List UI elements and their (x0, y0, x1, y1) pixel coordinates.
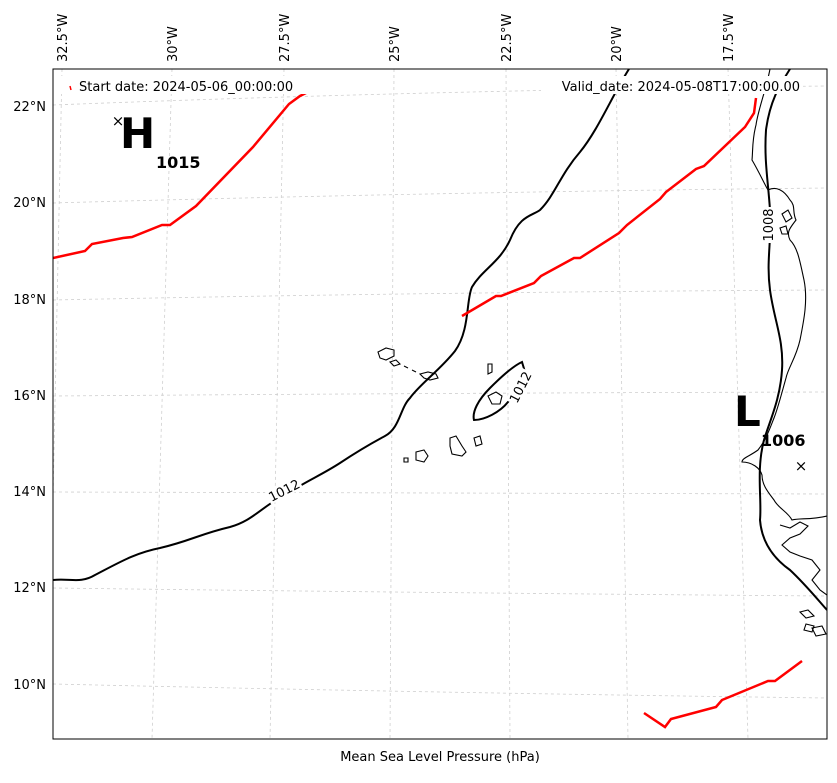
low-value: 1006 (761, 431, 806, 450)
lon-tick-label: 22.5°W (500, 14, 515, 62)
low-marker-icon: × (795, 457, 808, 475)
low-pressure-center: L 1006 × (734, 387, 807, 475)
isobar-1012-closed (472, 360, 527, 422)
red-isobar-south (643, 659, 803, 729)
island-santiago (449, 435, 467, 457)
banc-arguin-islets (779, 209, 793, 235)
lon-tick-label: 25°W (388, 26, 403, 62)
west-africa-coast (741, 69, 827, 521)
bissau-islands (798, 609, 827, 637)
lon-tick-label: 32.5°W (56, 14, 71, 62)
lon-tick-label: 20°W (610, 26, 625, 62)
contour-label: 1012 (267, 477, 303, 505)
red-isobars (53, 90, 803, 729)
map-frame (52, 68, 828, 740)
contour-label: 1012 (507, 370, 535, 406)
high-letter: H (120, 109, 155, 158)
lon-tick-labels: 32.5°W 30°W 27.5°W 25°W 22.5°W 20°W 17.5… (56, 14, 737, 62)
island-santa-luzia (403, 365, 417, 373)
island-sao-nicolau (418, 371, 439, 381)
high-value: 1015 (156, 153, 201, 172)
lat-tick-label: 18°N (13, 293, 46, 308)
lat-tick-label: 10°N (13, 678, 46, 693)
lat-tick-label: 22°N (13, 100, 46, 115)
lon-tick-label: 27.5°W (278, 14, 293, 62)
start-date-label: Start date: 2024-05-06_00:00:00 (79, 80, 293, 95)
lat-tick-label: 20°N (13, 196, 46, 211)
island-brava (403, 457, 409, 463)
isobar-1012 (53, 69, 630, 582)
lat-tick-label: 16°N (13, 389, 46, 404)
coastlines (377, 69, 827, 637)
date-annotations: Start date: 2024-05-06_00:00:00 Valid_da… (60, 76, 803, 95)
graticule (53, 69, 827, 739)
lat-tick-labels: 22°N 20°N 18°N 16°N 14°N 12°N 10°N (13, 100, 46, 693)
x-axis-label: Mean Sea Level Pressure (hPa) (340, 750, 540, 765)
island-sal (487, 363, 493, 375)
island-sao-vicente (388, 359, 402, 367)
valid-date-label: Valid_date: 2024-05-08T17:00:00.00 (562, 80, 800, 95)
high-pressure-center: × H 1015 (112, 109, 201, 172)
lat-tick-label: 14°N (13, 485, 46, 500)
high-marker-icon: × (112, 112, 125, 130)
lon-tick-label: 30°W (166, 26, 181, 62)
low-letter: L (734, 387, 761, 436)
island-boa-vista (487, 391, 503, 405)
island-maio (473, 435, 483, 447)
lon-tick-label: 17.5°W (722, 14, 737, 62)
isobars (53, 69, 827, 611)
red-isobar-center (461, 97, 758, 318)
red-isobar-nw (53, 90, 309, 260)
island-santo-antao (377, 347, 395, 361)
isobar-1008 (758, 69, 827, 611)
contour-labels: 1012 1012 1008 (264, 207, 777, 506)
lat-tick-label: 12°N (13, 581, 46, 596)
island-fogo (415, 449, 429, 463)
legend-marker-icon (69, 85, 72, 91)
senegal-gambia-coast (779, 521, 827, 596)
contour-label: 1008 (762, 208, 777, 241)
